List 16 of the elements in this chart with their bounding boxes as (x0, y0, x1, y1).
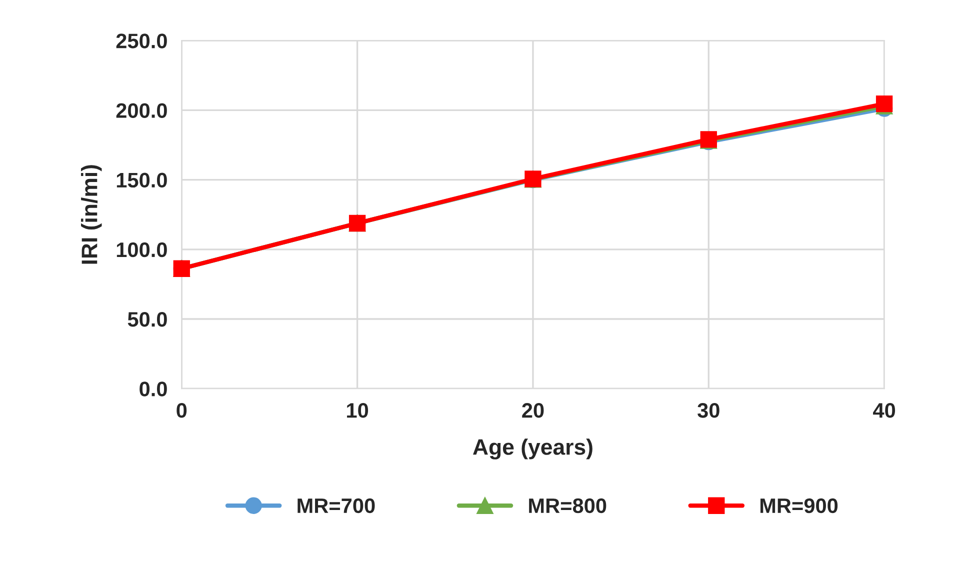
y-tick-label: 50.0 (128, 312, 167, 327)
x-tick-label: 20 (522, 403, 544, 418)
y-tick-label: 0.0 (140, 382, 167, 396)
legend-label: MR=800 (529, 498, 606, 514)
y-tick-label: 250.0 (116, 34, 167, 48)
x-tick-label: 0 (176, 403, 187, 418)
y-tick-label: 100.0 (116, 242, 167, 258)
x-tick-label: 10 (347, 403, 368, 418)
y-tick-label: 200.0 (116, 103, 167, 118)
legend-label: MR=900 (760, 498, 838, 514)
y-tick-label: 150.0 (116, 172, 167, 188)
legend-label: MR=700 (298, 498, 375, 514)
x-axis-title: Age (years) (473, 438, 592, 460)
x-tick-label: 40 (873, 403, 896, 418)
x-tick-label: 30 (698, 403, 720, 418)
y-axis-title: IRI (in/mi) (81, 165, 102, 264)
